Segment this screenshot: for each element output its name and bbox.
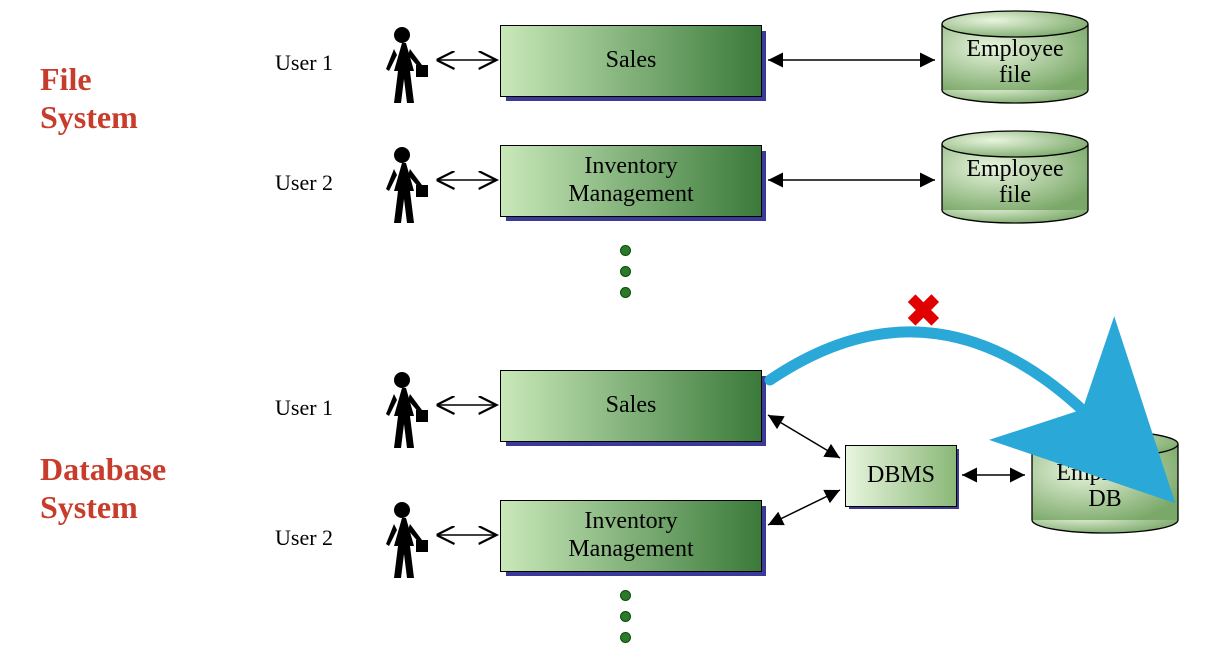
x-mark-icon: ✖ <box>905 286 942 337</box>
blocked-arrow <box>0 0 1223 655</box>
